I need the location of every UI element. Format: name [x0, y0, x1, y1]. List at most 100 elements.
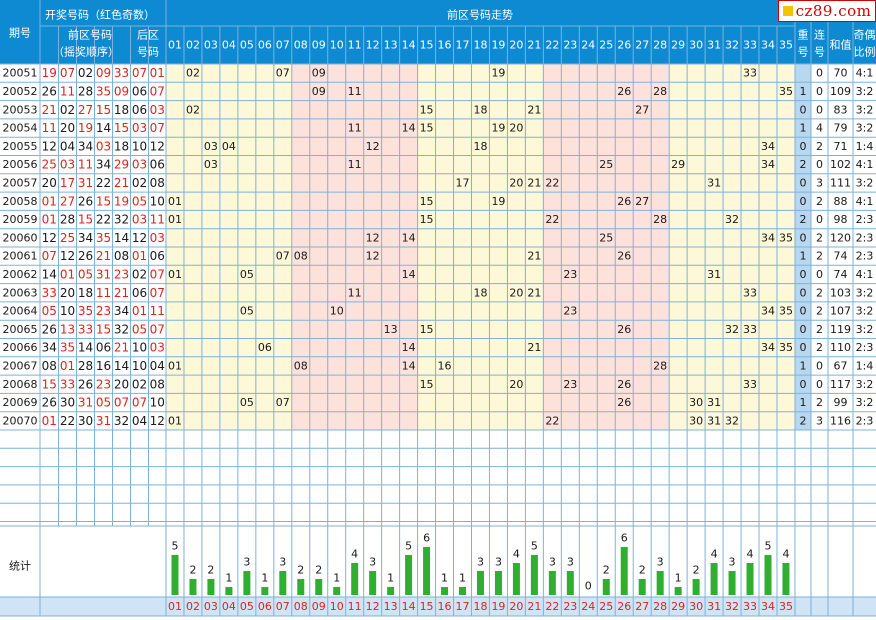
trend-hit-cell: 23	[563, 268, 577, 281]
stat-bar	[207, 579, 215, 595]
front-number-cell: 23	[96, 377, 111, 391]
front-number-cell: 12	[42, 231, 57, 245]
period-cell: 20069	[3, 396, 38, 409]
trend-hit-cell: 33	[743, 286, 757, 299]
front-number-cell: 14	[78, 341, 93, 355]
number-footer-cell: 27	[635, 600, 649, 613]
trend-hit-cell: 05	[240, 396, 254, 409]
stat-count-label: 1	[675, 572, 682, 585]
stat-count-label: 2	[603, 564, 610, 577]
trend-hit-cell: 01	[168, 268, 182, 281]
trend-hit-cell: 11	[348, 85, 362, 98]
back-number-cell: 02	[132, 377, 147, 391]
front-number-cell: 15	[96, 194, 111, 208]
front-number-cell: 32	[114, 414, 129, 428]
front-number-cell: 20	[114, 377, 129, 391]
stat-bar	[548, 571, 556, 595]
period-cell: 20061	[3, 250, 38, 263]
front-number-cell: 15	[78, 213, 93, 227]
front-number-cell: 26	[78, 377, 93, 391]
trend-hit-cell: 19	[491, 67, 505, 80]
consecutive-count-cell: 2	[816, 305, 823, 318]
odd-even-ratio-cell: 3:2	[856, 176, 874, 189]
front-number-cell: 28	[78, 359, 93, 373]
front-number-cell: 05	[42, 304, 57, 318]
number-footer-cell: 13	[384, 600, 398, 613]
trend-hit-cell: 14	[402, 341, 416, 354]
sum-cell: 99	[834, 396, 848, 409]
stat-bar	[189, 579, 197, 595]
trend-hit-cell: 22	[545, 176, 559, 189]
trend-column-header: 27	[635, 39, 649, 52]
trend-hit-cell: 26	[617, 396, 631, 409]
period-cell: 20052	[3, 85, 38, 98]
consecutive-count-cell: 0	[816, 103, 823, 116]
front-number-cell: 14	[114, 231, 129, 245]
stat-count-label: 4	[351, 548, 358, 561]
trend-hit-cell: 26	[617, 250, 631, 263]
stat-bar	[494, 571, 502, 595]
trend-column-header: 19	[491, 39, 505, 52]
front-number-cell: 34	[78, 231, 93, 245]
front-number-cell: 14	[96, 121, 111, 135]
period-cell: 20063	[3, 286, 38, 299]
trend-column-header: 16	[438, 39, 452, 52]
sum-cell: 74	[834, 268, 848, 281]
stat-bar	[476, 571, 484, 595]
trend-column-header: 26	[617, 39, 631, 52]
trend-hit-cell: 30	[689, 414, 703, 427]
front-number-cell: 22	[96, 213, 111, 227]
front-number-cell: 08	[42, 359, 57, 373]
trend-title-header: 前区号码走势	[447, 8, 513, 22]
site-logo[interactable]: cz89.com	[778, 0, 876, 22]
trend-hit-cell: 06	[258, 341, 272, 354]
number-footer-cell: 29	[671, 600, 685, 613]
period-cell: 20060	[3, 231, 38, 244]
sum-cell: 103	[830, 286, 851, 299]
odd-even-ratio-cell: 3:2	[856, 286, 874, 299]
sum-header: 和值	[830, 39, 852, 52]
trend-hit-cell: 28	[653, 85, 667, 98]
stat-bar	[315, 579, 323, 595]
trend-hit-cell: 27	[635, 195, 649, 208]
front-number-cell: 02	[78, 66, 93, 80]
trend-hit-cell: 23	[563, 378, 577, 391]
front-number-cell: 11	[60, 84, 75, 98]
sum-cell: 83	[834, 103, 848, 116]
trend-hit-cell: 08	[294, 359, 308, 372]
front-number-cell: 35	[78, 304, 93, 318]
trend-column-header: 15	[420, 39, 434, 52]
stat-count-label: 5	[764, 540, 771, 553]
number-footer-cell: 09	[312, 600, 326, 613]
sum-cell: 74	[834, 250, 848, 263]
front-number-cell: 20	[60, 121, 75, 135]
stat-bar	[764, 555, 772, 595]
trend-hit-cell: 18	[473, 103, 487, 116]
front-number-cell: 03	[60, 158, 75, 172]
repeat-count-cell: 0	[800, 268, 807, 281]
stat-count-label: 3	[657, 556, 664, 569]
front-number-cell: 26	[42, 84, 57, 98]
back-number-cell: 05	[132, 322, 147, 336]
number-footer-cell: 32	[725, 600, 739, 613]
trend-hit-cell: 26	[617, 378, 631, 391]
repeat-count-cell: 2	[800, 213, 807, 226]
front-number-cell: 22	[96, 176, 111, 190]
trend-hit-cell: 11	[348, 122, 362, 135]
odd-even-ratio-cell: 4:1	[856, 158, 874, 171]
front-number-cell: 34	[114, 304, 129, 318]
consecutive-count-cell: 0	[816, 158, 823, 171]
front-number-cell: 15	[114, 121, 129, 135]
front-number-cell: 21	[42, 103, 57, 117]
odd-even-ratio-cell: 3:2	[856, 85, 874, 98]
trend-hit-cell: 33	[743, 323, 757, 336]
back-number-cell: 07	[132, 66, 147, 80]
trend-column-header: 11	[348, 39, 362, 52]
front-number-cell: 30	[60, 396, 75, 410]
back-zone-header-line2: 号码	[137, 46, 159, 59]
front-number-cell: 12	[60, 249, 75, 263]
trend-hit-cell: 29	[671, 158, 685, 171]
consecutive-count-cell: 2	[816, 341, 823, 354]
back-number-cell: 07	[150, 84, 165, 98]
stat-count-label: 2	[207, 564, 214, 577]
